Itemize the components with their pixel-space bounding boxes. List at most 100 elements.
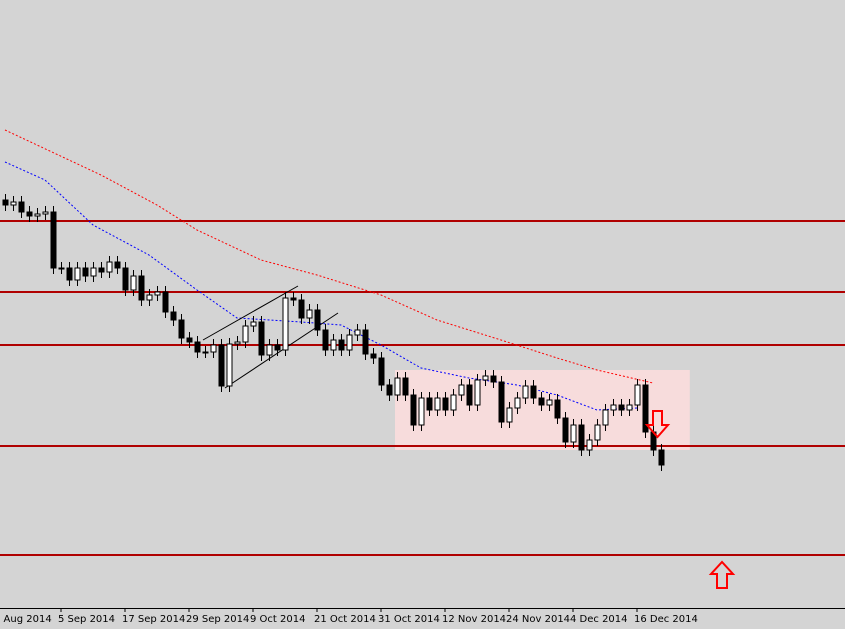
candle-body xyxy=(26,211,33,217)
x-tick-label: 16 Dec 2014 xyxy=(634,614,698,625)
candle-body xyxy=(10,201,17,206)
candle-body xyxy=(626,404,633,411)
candle-body xyxy=(34,213,41,217)
candle-body xyxy=(258,321,265,356)
candle-body xyxy=(514,397,521,409)
x-tick-label: 5 Sep 2014 xyxy=(58,614,115,625)
moving-average xyxy=(4,129,654,384)
candle-body xyxy=(282,297,289,351)
candle-body xyxy=(442,397,449,411)
candle-body xyxy=(378,357,385,386)
x-tick-label: 31 Oct 2014 xyxy=(378,614,440,625)
candle-body xyxy=(490,375,497,383)
candle-body xyxy=(242,325,249,343)
candle-body xyxy=(42,211,49,215)
candle-body xyxy=(58,267,65,270)
candle-body xyxy=(170,311,177,321)
candle-body xyxy=(546,399,553,406)
candle-body xyxy=(2,199,9,206)
candle-body xyxy=(194,341,201,353)
candle-body xyxy=(306,309,313,319)
x-tick-label: 6 Aug 2014 xyxy=(0,614,52,625)
down-arrow xyxy=(644,410,671,439)
candle-body xyxy=(202,351,209,354)
candle-layer xyxy=(2,194,665,471)
candle-body xyxy=(122,267,129,291)
candle-body xyxy=(642,384,649,433)
channel-line xyxy=(224,312,339,389)
x-tick-label: 9 Oct 2014 xyxy=(250,614,305,625)
candle-body xyxy=(610,404,617,411)
candle-body xyxy=(362,329,369,355)
candle-body xyxy=(18,201,25,213)
candle-body xyxy=(186,337,193,343)
candle-body xyxy=(314,309,321,331)
candle-body xyxy=(554,399,561,419)
candle-body xyxy=(434,397,441,411)
candle-body xyxy=(98,267,105,273)
candle-body xyxy=(386,384,393,396)
x-tick-label: 24 Nov 2014 xyxy=(506,614,570,625)
candle-body xyxy=(458,384,465,396)
candle-body xyxy=(330,339,337,351)
candle-body xyxy=(274,344,281,351)
candle-body xyxy=(354,329,361,336)
up-arrow xyxy=(708,560,736,589)
candle-body xyxy=(474,379,481,406)
candle-body xyxy=(130,275,137,291)
x-tick-label: 17 Sep 2014 xyxy=(122,614,185,625)
candle-body xyxy=(266,344,273,356)
x-tick-label: 21 Oct 2014 xyxy=(314,614,376,625)
candle-body xyxy=(538,397,545,406)
candle-body xyxy=(418,397,425,426)
candle-body xyxy=(426,397,433,411)
candle-body xyxy=(562,417,569,443)
candle-body xyxy=(658,449,665,466)
candle-body xyxy=(586,439,593,451)
candle-body xyxy=(154,291,161,296)
x-tick-label: 4 Dec 2014 xyxy=(570,614,628,625)
candle-body xyxy=(114,261,121,269)
candle-body xyxy=(338,339,345,351)
candle-body xyxy=(402,377,409,396)
candle-body xyxy=(498,381,505,423)
candle-body xyxy=(482,375,489,381)
moving-average xyxy=(4,161,638,411)
candle-body xyxy=(618,404,625,411)
candle-body xyxy=(634,384,641,406)
candle-body xyxy=(346,334,353,351)
candle-body xyxy=(466,384,473,406)
candle-body xyxy=(162,291,169,313)
candle-body xyxy=(146,294,153,301)
candle-body xyxy=(410,394,417,426)
channel-line xyxy=(202,285,299,341)
candle-body xyxy=(298,299,305,319)
candle-body xyxy=(106,261,113,273)
candle-body xyxy=(290,297,297,301)
candle-body xyxy=(506,407,513,423)
candle-body xyxy=(522,385,529,399)
candle-body xyxy=(218,344,225,387)
candle-body xyxy=(138,275,145,301)
candle-body xyxy=(90,267,97,277)
candle-body xyxy=(226,343,233,387)
candle-body xyxy=(250,321,257,327)
candle-body xyxy=(570,424,577,443)
candle-body xyxy=(178,319,185,339)
candle-body xyxy=(74,267,81,281)
candle-body xyxy=(66,267,73,281)
candle-body xyxy=(50,211,57,269)
candle-body xyxy=(210,344,217,353)
candle-body xyxy=(82,267,89,277)
candle-body xyxy=(370,353,377,359)
candle-body xyxy=(234,341,241,345)
candle-body xyxy=(594,424,601,441)
candle-body xyxy=(578,424,585,451)
candle-body xyxy=(322,329,329,351)
ma-layer xyxy=(4,129,654,411)
candle-body xyxy=(450,394,457,411)
candle-body xyxy=(602,409,609,426)
x-tick-label: 12 Nov 2014 xyxy=(442,614,506,625)
